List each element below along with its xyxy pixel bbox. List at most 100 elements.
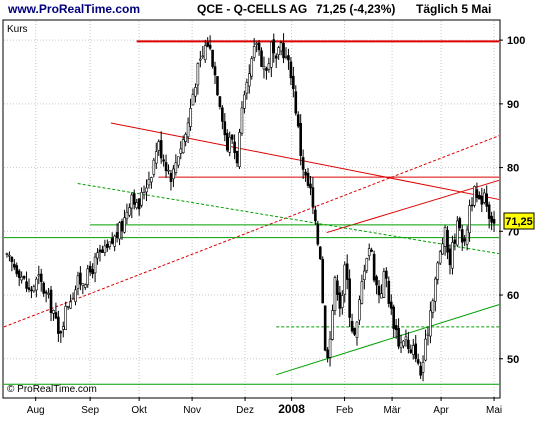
- candle-body: [159, 140, 163, 159]
- candle-body: [83, 284, 87, 288]
- candle-body: [79, 272, 82, 285]
- trend-line: [276, 304, 500, 376]
- candle-body: [201, 55, 205, 58]
- candle-body: [475, 189, 479, 199]
- candle-body: [96, 252, 99, 259]
- candle-body: [120, 220, 124, 232]
- candle-body: [25, 281, 28, 289]
- candle-body: [154, 151, 158, 164]
- candle-body: [250, 58, 254, 77]
- candle-body: [145, 187, 148, 193]
- x-tick-label: 2008: [278, 402, 305, 416]
- candle-body: [128, 207, 131, 216]
- candle-body: [152, 159, 156, 175]
- candle-body: [194, 87, 197, 97]
- candle-body: [69, 301, 72, 309]
- y-tick-label: 90: [507, 99, 519, 111]
- candle-body: [64, 305, 68, 330]
- candle-body: [147, 179, 151, 186]
- candle-body: [177, 156, 180, 166]
- candle-body: [272, 39, 276, 54]
- candle-body: [265, 68, 268, 71]
- candle-body: [279, 42, 283, 52]
- candle-body: [125, 211, 129, 220]
- price-tag: 71,25: [505, 216, 533, 228]
- candle-body: [71, 297, 75, 300]
- candle-body: [473, 186, 476, 206]
- candle-body: [110, 238, 114, 244]
- candle-body: [123, 217, 126, 233]
- candle-body: [57, 316, 60, 334]
- candle-body: [247, 73, 251, 87]
- candle-body: [365, 258, 369, 271]
- candle-body: [17, 270, 21, 278]
- candle-body: [296, 114, 300, 127]
- candle-body: [429, 310, 432, 337]
- candle-body: [225, 133, 229, 151]
- candle-body: [30, 289, 33, 292]
- candle-body: [287, 55, 290, 61]
- x-tick-label: Aug: [27, 405, 45, 416]
- x-tick-label: Sep: [81, 405, 99, 416]
- y-tick-label: 60: [507, 290, 519, 302]
- trend-line: [110, 122, 500, 200]
- candle-body: [208, 44, 212, 49]
- candle-body: [186, 122, 190, 138]
- site-title[interactable]: www.ProRealTime.com: [8, 2, 141, 16]
- candle-body: [223, 121, 227, 136]
- x-tick-label: Feb: [336, 405, 354, 416]
- price-tag-box: [503, 212, 535, 230]
- copyright-label: © ProRealTime.com: [7, 384, 97, 395]
- candle-body: [311, 187, 315, 207]
- candle-body: [431, 300, 435, 313]
- candle-body: [301, 157, 305, 170]
- x-tick-label: Okt: [131, 405, 147, 416]
- candle-body: [150, 177, 153, 183]
- candle-body: [98, 249, 102, 253]
- candle-body: [274, 55, 278, 59]
- candle-body: [252, 46, 256, 58]
- candle-body: [292, 75, 295, 90]
- candle-body: [15, 265, 19, 275]
- candle-body: [91, 269, 94, 275]
- candle-body: [451, 242, 454, 269]
- candle-body: [314, 209, 317, 222]
- candle-body: [211, 49, 214, 67]
- candle-body: [39, 273, 43, 282]
- candle-body: [262, 66, 266, 70]
- candle-body: [59, 331, 63, 334]
- candle-body: [345, 263, 349, 280]
- candle-body: [323, 305, 327, 351]
- candle-body: [5, 253, 9, 255]
- candle-body: [482, 192, 486, 203]
- y-tick-label: 100: [507, 35, 525, 47]
- candle-body: [333, 277, 337, 311]
- candle-body: [142, 192, 146, 196]
- candle-body: [382, 271, 386, 298]
- candle-body: [402, 340, 405, 347]
- x-tick-label: Apr: [433, 405, 449, 416]
- candle-body: [162, 159, 165, 162]
- candle-body: [52, 310, 55, 314]
- candle-body: [394, 325, 398, 331]
- candle-body: [441, 243, 444, 255]
- candle-body: [22, 275, 26, 279]
- candle-body: [233, 141, 236, 153]
- candle-body: [221, 107, 224, 122]
- candle-body: [8, 254, 11, 257]
- trendlines: [3, 40, 500, 385]
- candle-body: [438, 251, 442, 264]
- candle-body: [113, 235, 116, 247]
- x-axis: Aug Sep Okt Nov Dez 2008 Feb Mär Apr Mai: [27, 397, 502, 416]
- plot-frame: [2, 19, 501, 399]
- candle-body: [213, 66, 217, 76]
- candle-body: [338, 292, 342, 309]
- candle-body: [76, 275, 80, 289]
- candle-body: [448, 248, 452, 266]
- candle-body: [228, 137, 232, 153]
- candle-body: [230, 134, 234, 140]
- candle-body: [397, 327, 400, 347]
- candle-body: [13, 263, 16, 268]
- candle-body: [331, 310, 334, 340]
